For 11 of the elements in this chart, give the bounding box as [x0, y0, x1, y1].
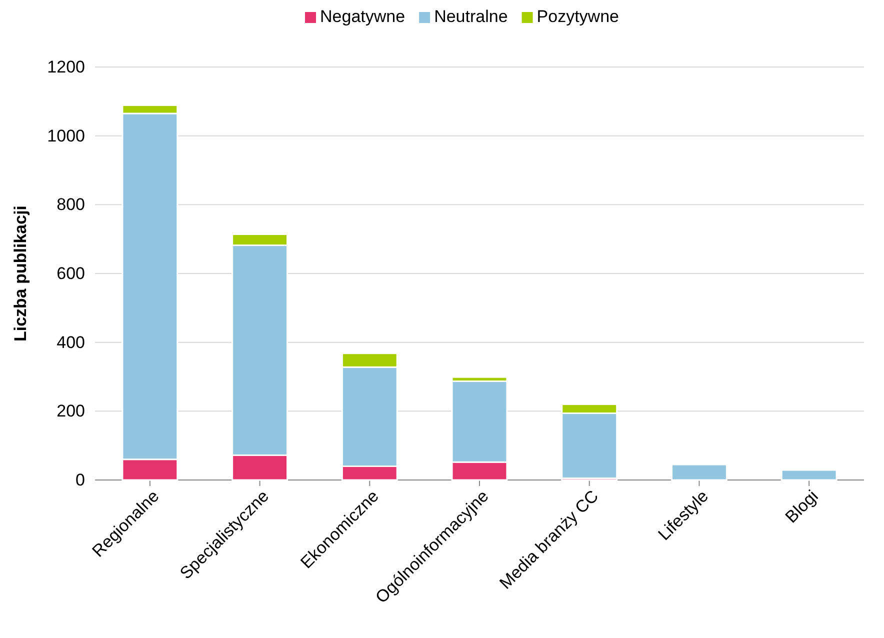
legend-label: Neutralne — [434, 7, 508, 26]
y-tick-label: 0 — [76, 470, 85, 490]
y-tick-label: 1200 — [47, 57, 85, 76]
y-tick-label: 400 — [56, 332, 85, 352]
legend-label: Pozytywne — [536, 7, 619, 26]
y-tick-label: 600 — [56, 264, 85, 283]
y-axis-title: Liczba publikacji — [11, 205, 30, 342]
y-tick-label: 200 — [56, 402, 85, 421]
legend-label: Negatywne — [320, 7, 406, 26]
y-tick-label: 800 — [56, 195, 85, 214]
y-tick-label: 1000 — [47, 126, 85, 146]
